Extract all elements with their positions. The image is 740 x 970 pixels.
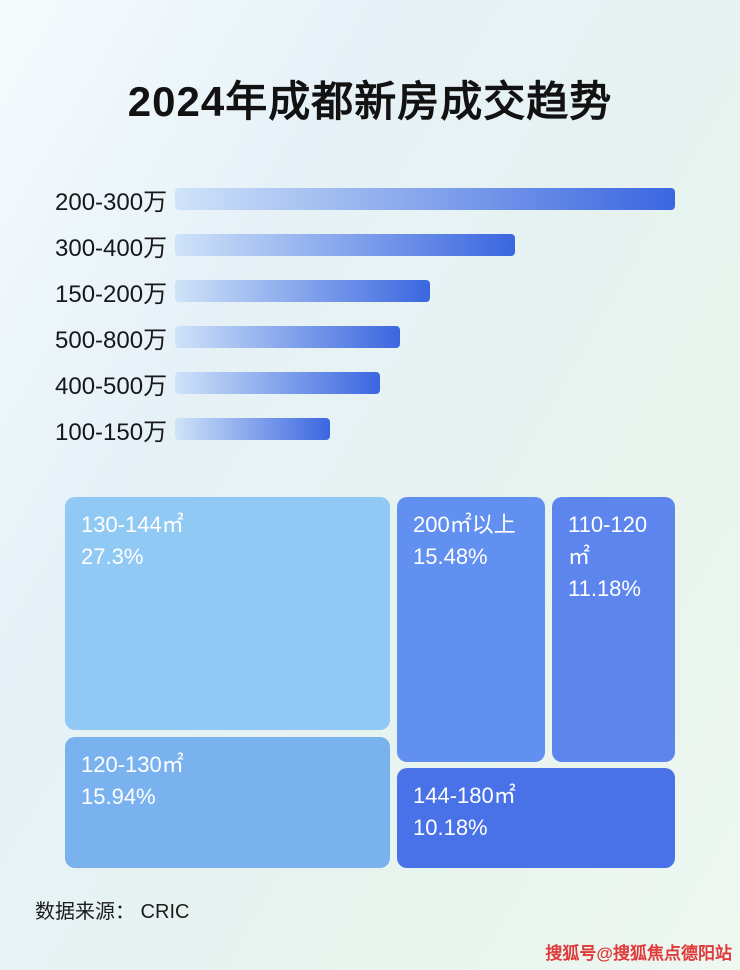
block-value: 10.18% [413, 815, 488, 840]
bar-label: 150-200万 [55, 280, 168, 308]
block-value: 11.18% [568, 576, 641, 601]
bar-200-300 [175, 188, 675, 210]
bar-label: 400-500万 [55, 372, 168, 400]
bar-500-800 [175, 326, 400, 348]
bar-track [175, 188, 675, 210]
bar-100-150 [175, 418, 330, 440]
treemap-block-110-120: 110-120㎡ 11.18% [552, 497, 675, 762]
bar-track [175, 372, 675, 394]
block-label: 144-180㎡ [413, 783, 516, 808]
block-label: 200㎡以上 [413, 512, 516, 537]
bar-label: 100-150万 [55, 418, 168, 446]
bar-label: 500-800万 [55, 326, 168, 354]
treemap-block-144-180: 144-180㎡ 10.18% [397, 768, 675, 868]
bar-150-200 [175, 280, 430, 302]
block-value: 15.94% [81, 784, 156, 809]
bar-row: 200-300万 [55, 176, 675, 222]
area-share-treemap: 130-144㎡ 27.3% 200㎡以上 15.48% 110-120㎡ 11… [65, 497, 675, 868]
bar-row: 150-200万 [55, 268, 675, 314]
block-value: 27.3% [81, 544, 144, 569]
price-range-bar-chart: 200-300万 300-400万 150-200万 500-800万 400-… [55, 176, 675, 452]
bar-track [175, 234, 675, 256]
bar-row: 500-800万 [55, 314, 675, 360]
bar-row: 100-150万 [55, 406, 675, 452]
block-value: 15.48% [413, 544, 488, 569]
bar-300-400 [175, 234, 515, 256]
treemap-block-130-144: 130-144㎡ 27.3% [65, 497, 390, 730]
bar-400-500 [175, 372, 380, 394]
watermark: 搜狐号@搜狐焦点德阳站 [545, 944, 732, 963]
data-source-note: 数据来源： CRIC [35, 901, 190, 923]
bar-track [175, 418, 675, 440]
bar-label: 200-300万 [55, 188, 168, 216]
block-label: 110-120㎡ [568, 512, 648, 569]
block-label: 130-144㎡ [81, 512, 184, 537]
page-title: 2024年成都新房成交趋势 [127, 78, 613, 126]
bar-row: 400-500万 [55, 360, 675, 406]
bar-label: 300-400万 [55, 234, 168, 262]
treemap-block-120-130: 120-130㎡ 15.94% [65, 737, 390, 868]
bar-track [175, 326, 675, 348]
bar-row: 300-400万 [55, 222, 675, 268]
block-label: 120-130㎡ [81, 752, 184, 777]
bar-track [175, 280, 675, 302]
treemap-block-200-plus: 200㎡以上 15.48% [397, 497, 545, 762]
